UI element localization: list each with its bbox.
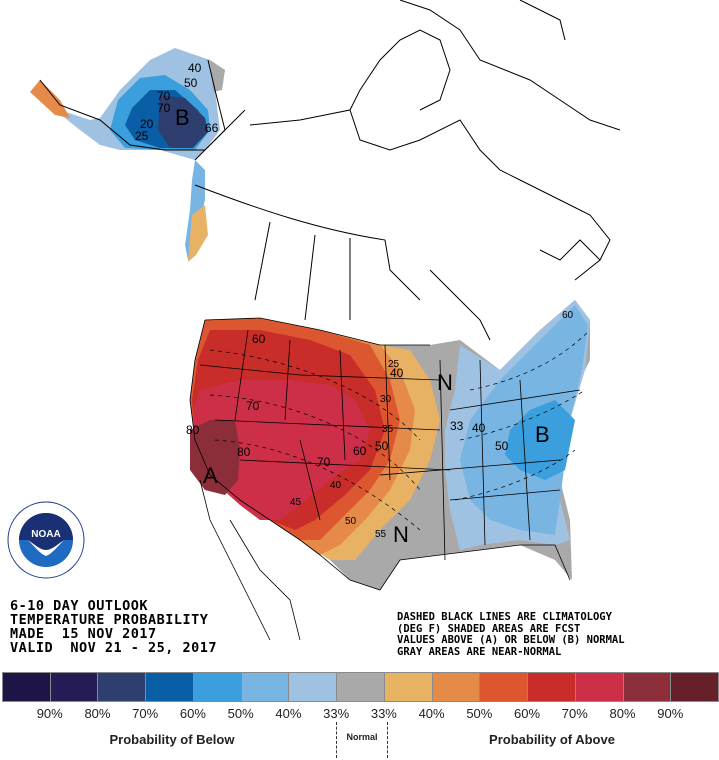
legend-swatch	[383, 672, 433, 702]
svg-text:40: 40	[188, 61, 202, 75]
legend-swatch	[670, 672, 719, 702]
legend-percent-label: 90%	[36, 706, 63, 721]
legend-swatch	[527, 672, 576, 702]
marker-upper-midwest-normal: N	[437, 370, 453, 395]
legend-above-label: Probability of Above	[489, 732, 615, 747]
title-line-product: 6-10 DAY OUTLOOK	[10, 598, 149, 614]
svg-text:70: 70	[157, 89, 171, 103]
probability-labels: 40 50 70 70 66 20 25 60 70 80 80 70 60 5…	[135, 61, 574, 540]
svg-text:50: 50	[495, 439, 509, 453]
conus-region	[190, 300, 590, 590]
legend-percent-label: 60%	[179, 706, 206, 721]
legend-swatch	[336, 672, 385, 702]
legend-swatch	[2, 672, 51, 702]
legend-swatch	[97, 672, 147, 702]
marker-southwest-above: A	[203, 463, 218, 488]
probability-legend	[2, 672, 719, 702]
title-line-made: MADE 15 NOV 2017	[10, 626, 157, 642]
outlook-title-block: 6-10 DAY OUTLOOK TEMPERATURE PROBABILITY M…	[10, 599, 217, 655]
legend-normal-box: Normal	[336, 722, 388, 758]
legend-percent-label: 40%	[275, 706, 302, 721]
legend-normal-label: Normal	[346, 732, 378, 742]
title-line-valid: VALID NOV 21 - 25, 2017	[10, 640, 218, 656]
map-notes: DASHED BLACK LINES ARE CLIMATOLOGY (DEG F…	[397, 611, 625, 658]
legend-swatch	[288, 672, 338, 702]
legend-swatch	[192, 672, 242, 702]
note-line-3: VALUES ABOVE (A) OR BELOW (B) NORMAL	[397, 634, 625, 646]
svg-text:20: 20	[140, 117, 154, 131]
legend-swatch	[145, 672, 194, 702]
svg-text:30: 30	[380, 394, 392, 405]
legend-percent-label: 50%	[466, 706, 493, 721]
mexico-outline	[199, 479, 301, 641]
svg-text:70: 70	[157, 101, 171, 115]
marker-texas-normal: N	[393, 522, 409, 547]
title-line-variable: TEMPERATURE PROBABILITY	[10, 612, 209, 628]
legend-swatch	[431, 672, 481, 702]
svg-text:50: 50	[375, 439, 389, 453]
svg-text:55: 55	[375, 529, 387, 540]
legend-percent-label: 80%	[84, 706, 111, 721]
legend-swatch	[574, 672, 624, 702]
legend-percent-label: 33%	[323, 706, 350, 721]
legend-percent-label: 50%	[227, 706, 254, 721]
svg-text:80: 80	[186, 423, 200, 437]
svg-text:25: 25	[135, 129, 149, 143]
legend-percent-label: 90%	[657, 706, 684, 721]
legend-swatch	[49, 672, 99, 702]
note-line-2: (DEG F) SHADED AREAS ARE FCST	[397, 622, 581, 635]
svg-text:40: 40	[472, 421, 486, 435]
marker-east-below: B	[535, 422, 550, 447]
canada-outline	[194, 0, 621, 341]
svg-text:35: 35	[382, 424, 394, 435]
note-line-4: GRAY AREAS ARE NEAR-NORMAL	[397, 645, 562, 658]
svg-text:25: 25	[388, 359, 400, 370]
legend-percent-label: 80%	[609, 706, 636, 721]
legend-percent-labels: 90% 80% 70% 60% 50% 40% 33% 33% 40% 50% 60% 70% 80% 9…	[0, 706, 719, 722]
noaa-logo: NOAA	[7, 501, 85, 579]
legend-percent-label: 40%	[418, 706, 445, 721]
svg-text:40: 40	[390, 366, 404, 380]
alaska-region	[30, 48, 246, 262]
svg-text:80: 80	[237, 445, 251, 459]
climatology-dashes	[209, 329, 591, 531]
svg-text:45: 45	[290, 497, 302, 508]
svg-text:33: 33	[450, 419, 464, 433]
svg-text:70: 70	[246, 399, 260, 413]
svg-text:50: 50	[184, 76, 198, 90]
legend-swatch	[479, 672, 529, 702]
svg-text:50: 50	[345, 516, 357, 527]
legend-swatch	[240, 672, 290, 702]
svg-text:40: 40	[330, 480, 342, 491]
svg-text:60: 60	[252, 332, 266, 346]
region-markers: B A B N N	[175, 105, 550, 547]
svg-text:70: 70	[317, 455, 331, 469]
note-line-1: DASHED BLACK LINES ARE CLIMATOLOGY	[397, 611, 612, 623]
svg-text:60: 60	[562, 310, 574, 321]
legend-percent-label: 60%	[514, 706, 541, 721]
legend-percent-label: 70%	[561, 706, 588, 721]
legend-percent-label: 33%	[370, 706, 397, 721]
legend-swatch	[622, 672, 672, 702]
outlook-map: B A B N N 40 50 70 70 66 20 25 60 70 80 …	[30, 0, 621, 641]
state-boundaries	[189, 317, 581, 591]
svg-text:60: 60	[353, 444, 367, 458]
legend-percent-label: 70%	[132, 706, 159, 721]
svg-text:NOAA: NOAA	[31, 529, 60, 540]
legend-below-label: Probability of Below	[109, 732, 235, 747]
svg-text:66: 66	[205, 121, 219, 135]
marker-alaska-below: B	[175, 105, 190, 130]
